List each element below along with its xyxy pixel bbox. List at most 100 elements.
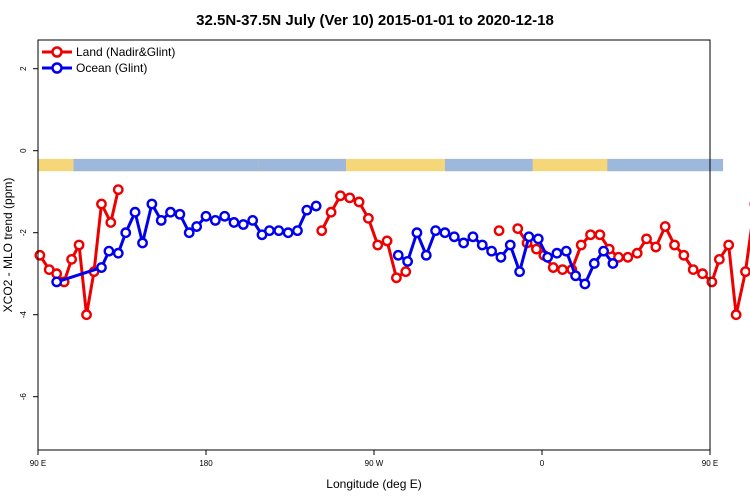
data-point (344, 192, 356, 204)
series-0 (34, 184, 750, 321)
data-point (713, 253, 725, 265)
y-tick-label: -6 (19, 393, 28, 401)
data-point (570, 270, 581, 282)
data-point (96, 262, 107, 273)
data-point (390, 272, 402, 284)
series-1 (51, 198, 619, 290)
data-point (34, 249, 46, 261)
data-point (129, 206, 141, 218)
legend-ocean-label: Ocean (Glint) (76, 61, 147, 75)
x-axis-label: Longitude (deg E) (326, 477, 421, 491)
ocean-span (206, 158, 259, 172)
data-point (430, 225, 441, 237)
data-point (183, 227, 195, 239)
data-point (551, 247, 563, 259)
data-point (81, 309, 92, 321)
data-point (96, 198, 107, 210)
data-point (66, 253, 78, 265)
data-point (495, 251, 507, 263)
y-tick-label: -4 (19, 311, 28, 319)
data-point (165, 206, 176, 218)
y-axis-label: XCO2 - MLO trend (ppm) (1, 178, 15, 313)
ocean-span (444, 158, 533, 172)
data-point (137, 237, 148, 249)
data-point (219, 210, 231, 222)
data-point (228, 217, 240, 228)
data-point (504, 239, 516, 251)
chart-title: 32.5N-37.5N July (Ver 10) 2015-01-01 to … (196, 12, 554, 29)
data-point (588, 258, 600, 269)
ocean-span (607, 158, 724, 172)
data-point (51, 276, 63, 288)
data-point (273, 225, 285, 237)
data-point (310, 200, 322, 212)
x-tick-label: 90 E (30, 459, 46, 468)
data-point (706, 276, 718, 288)
data-point (103, 245, 115, 257)
data-point (420, 249, 432, 261)
ocean-span (258, 158, 346, 172)
data-point (209, 214, 221, 226)
data-point (514, 266, 525, 278)
data-point (316, 225, 328, 237)
x-tick-label: 90 W (365, 459, 384, 468)
x-tick-label: 0 (540, 459, 545, 468)
data-point (669, 239, 680, 251)
data-point (486, 245, 497, 257)
data-point (146, 198, 158, 210)
data-point (247, 214, 259, 226)
data-point (493, 225, 505, 237)
data-point (557, 264, 568, 275)
ocean-span (73, 158, 206, 172)
data-point (155, 214, 167, 226)
data-point (200, 210, 212, 222)
data-point (264, 225, 275, 237)
data-point (381, 235, 393, 247)
data-point (112, 247, 124, 259)
data-point (650, 241, 662, 253)
data-point (631, 247, 643, 259)
data-point (512, 223, 524, 235)
data-point (723, 239, 735, 251)
data-point (678, 249, 690, 261)
data-point (607, 258, 619, 269)
x-tick-label: 90 E (702, 459, 718, 468)
data-point (532, 233, 544, 245)
data-point (105, 217, 117, 228)
y-tick-label: -2 (19, 229, 28, 237)
data-point (594, 229, 606, 241)
data-point (372, 239, 384, 251)
y-tick-label: 0 (19, 148, 28, 153)
data-point (439, 227, 451, 239)
data-point (641, 233, 652, 245)
data-point (579, 278, 591, 290)
data-point (292, 225, 303, 237)
series-line (56, 202, 317, 284)
legend-ocean-marker (51, 62, 63, 74)
data-point (598, 245, 609, 257)
data-point (687, 264, 699, 275)
data-point (353, 196, 365, 208)
series-line (320, 194, 407, 280)
data-point (400, 266, 412, 278)
data-point (334, 190, 346, 202)
data-point (740, 266, 750, 278)
data-point (392, 249, 404, 261)
legend: Land (Nadir&Glint) Ocean (Glint) (42, 45, 175, 75)
data-point (325, 206, 337, 218)
data-point (112, 184, 124, 196)
x-tick-label: 180 (199, 459, 213, 468)
data-point (301, 204, 313, 216)
data-point (458, 237, 469, 249)
data-point (191, 221, 203, 232)
data-point (531, 243, 542, 255)
data-point (523, 231, 535, 243)
data-point (659, 221, 671, 232)
data-point (697, 268, 708, 280)
data-point (120, 227, 132, 239)
data-point (730, 309, 742, 321)
y-tick-label: 2 (19, 66, 28, 71)
data-point (467, 231, 479, 243)
data-point (476, 239, 488, 251)
